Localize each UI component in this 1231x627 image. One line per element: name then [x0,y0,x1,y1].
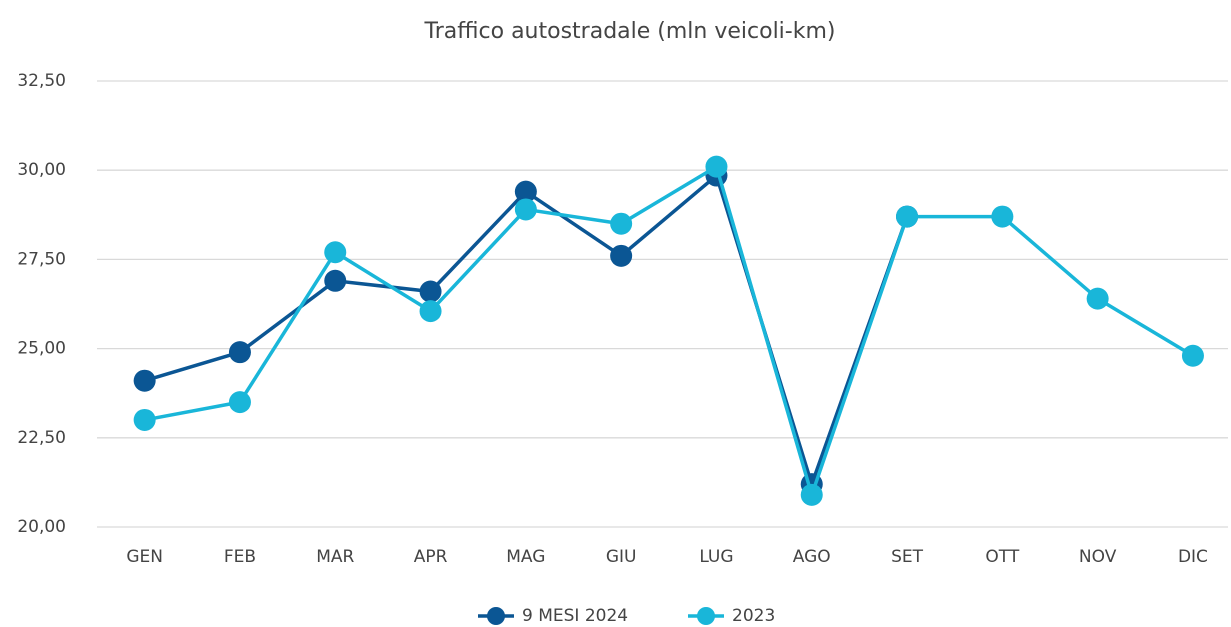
x-tick-label: DIC [1178,547,1208,567]
legend-marker [487,607,505,625]
x-tick-label: MAG [506,547,545,567]
x-tick-label: FEB [224,547,256,567]
x-tick-label: GIU [606,547,637,567]
legend-label: 9 MESI 2024 [522,606,628,626]
marker [610,244,633,267]
series-line [144,164,1194,497]
marker [991,205,1014,228]
marker [514,198,537,221]
x-tick-label: SET [891,547,924,567]
marker [610,212,633,235]
y-tick-label: 20,00 [17,517,66,537]
marker [896,205,919,228]
y-tick-label: 25,00 [17,339,66,359]
marker [324,241,347,264]
x-tick-label: APR [414,547,448,567]
marker [1181,344,1204,367]
marker [514,180,537,203]
x-tick-label: GEN [126,547,163,567]
chart-title: Traffico autostradale (mln veicoli-km) [424,19,836,44]
marker [228,391,251,414]
marker [800,483,823,506]
marker [133,408,156,431]
marker [228,341,251,364]
y-tick-label: 22,50 [17,428,66,448]
x-tick-label: MAR [316,547,354,567]
marker [324,269,347,292]
legend-marker [697,607,715,625]
marker [705,155,728,178]
x-tick-label: LUG [699,547,733,567]
y-tick-label: 30,00 [17,160,66,180]
x-tick-label: NOV [1079,547,1117,567]
y-tick-label: 27,50 [17,249,66,269]
y-tick-label: 32,50 [17,71,66,91]
marker [1086,287,1109,310]
x-tick-label: OTT [985,547,1019,567]
marker [133,369,156,392]
x-tick-label: AGO [793,547,831,567]
marker [419,280,442,303]
legend-label: 2023 [732,606,775,626]
marker [419,300,442,323]
